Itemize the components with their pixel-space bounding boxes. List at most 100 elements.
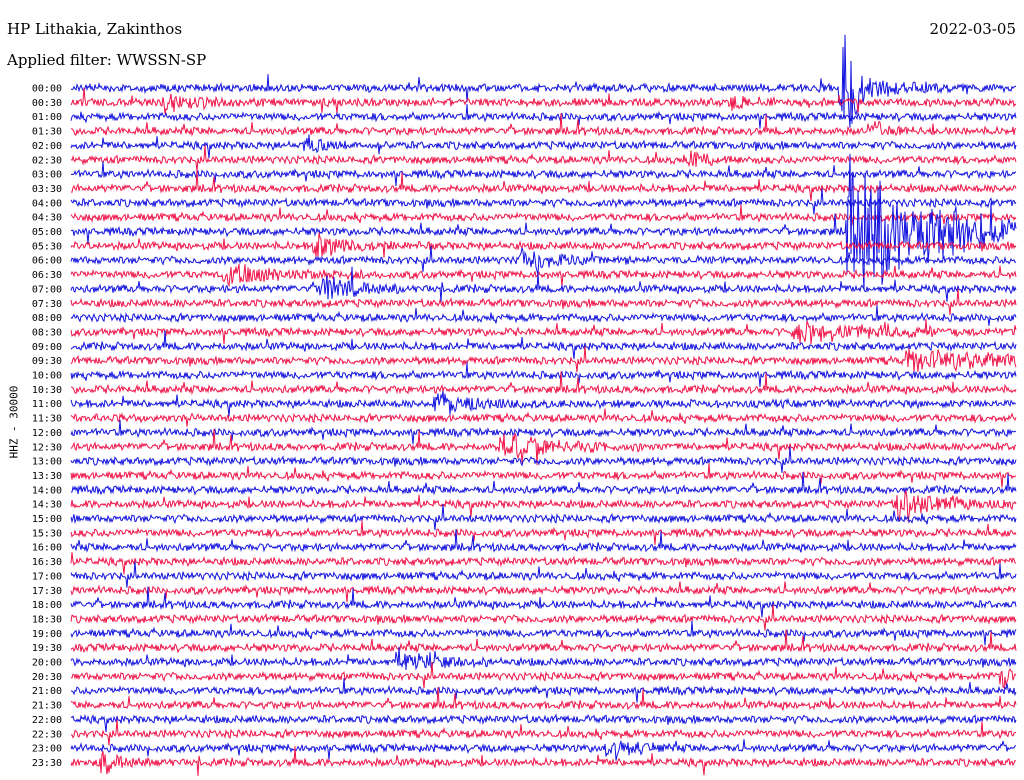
row-time-label: 02:00 — [32, 141, 62, 152]
trace-line — [70, 362, 1017, 387]
trace-line — [70, 408, 1017, 427]
row-time-label: 09:00 — [32, 342, 62, 353]
row-time-label: 21:30 — [32, 701, 62, 712]
trace-line — [71, 719, 1016, 746]
trace-line — [70, 419, 1017, 445]
row-time-label: 16:30 — [32, 557, 62, 568]
row-time-label: 03:30 — [32, 184, 62, 195]
trace-line — [70, 34, 1017, 128]
trace-line — [70, 746, 1017, 776]
trace-line — [70, 529, 1017, 553]
trace-line — [70, 552, 1017, 575]
row-time-label: 23:30 — [32, 758, 62, 769]
trace-line — [70, 134, 1017, 159]
trace-line — [70, 586, 1017, 618]
trace-line — [70, 687, 1017, 711]
row-time-label: 19:30 — [32, 643, 62, 654]
row-time-label: 05:00 — [32, 227, 62, 238]
trace-line — [70, 581, 1017, 603]
trace-line — [70, 153, 1017, 291]
trace-line — [70, 620, 1017, 646]
row-time-label: 03:00 — [32, 170, 62, 181]
trace-line — [70, 390, 1017, 417]
filter-label: Applied filter: WWSSN-SP — [7, 51, 207, 69]
row-time-label: 22:00 — [32, 715, 62, 726]
row-time-label: 21:00 — [32, 686, 62, 697]
row-time-label: 13:00 — [32, 457, 62, 468]
row-time-label: 02:30 — [32, 155, 62, 166]
row-time-label: 17:00 — [32, 571, 62, 582]
row-time-label: 17:30 — [32, 586, 62, 597]
date-label: 2022-03-05 — [929, 20, 1016, 38]
row-time-label: 08:30 — [32, 327, 62, 338]
trace-line — [70, 678, 1017, 703]
trace-line — [70, 504, 1017, 531]
station-title: HP Lithakia, Zakinthos — [7, 20, 183, 38]
trace-line — [70, 646, 1017, 671]
trace-line — [70, 446, 1017, 473]
trace-line — [70, 263, 1017, 288]
row-time-label: 11:30 — [32, 414, 62, 425]
row-time-label: 23:00 — [32, 744, 62, 755]
trace-line — [71, 113, 1017, 137]
trace-line — [70, 161, 1017, 187]
trace-lines — [70, 34, 1017, 776]
trace-line — [70, 661, 1017, 689]
row-time-label: 14:30 — [32, 500, 62, 511]
row-time-label: 18:00 — [32, 600, 62, 611]
row-time-label: 19:00 — [32, 629, 62, 640]
trace-line — [70, 330, 1017, 360]
row-time-label: 10:30 — [32, 385, 62, 396]
row-time-label: 06:00 — [32, 256, 62, 267]
trace-line — [70, 232, 1017, 258]
trace-line — [70, 462, 1017, 488]
row-time-label: 09:30 — [32, 356, 62, 367]
row-time-label: 07:30 — [32, 299, 62, 310]
row-time-label: 06:30 — [32, 270, 62, 281]
row-time-label: 00:00 — [32, 84, 62, 95]
row-time-label: 08:00 — [32, 313, 62, 324]
trace-line — [70, 87, 1017, 115]
trace-line — [70, 305, 1017, 326]
trace-line — [70, 629, 1017, 654]
trace-line — [70, 188, 1017, 215]
trace-line — [70, 104, 1017, 129]
time-labels: 00:00 00:30 01:00 01:30 02:00 02:30 03:00 03:30… — [32, 84, 62, 769]
row-time-label: 12:00 — [32, 428, 62, 439]
trace-line — [70, 471, 1017, 496]
row-time-label: 07:00 — [32, 284, 62, 295]
row-time-label: 20:30 — [32, 672, 62, 683]
trace-line — [70, 266, 1017, 303]
row-time-label: 15:30 — [32, 528, 62, 539]
trace-line — [70, 288, 1017, 315]
trace-line — [70, 346, 1017, 373]
trace-line — [70, 604, 1017, 631]
trace-line — [70, 713, 1017, 733]
row-time-label: 15:00 — [32, 514, 62, 525]
trace-line — [70, 245, 1016, 275]
row-time-label: 04:30 — [32, 213, 62, 224]
row-time-label: 04:00 — [32, 198, 62, 209]
row-time-label: 11:00 — [32, 399, 62, 410]
row-time-label: 18:30 — [32, 614, 62, 625]
row-time-label: 22:30 — [32, 729, 62, 740]
row-time-label: 13:30 — [32, 471, 62, 482]
trace-line — [70, 145, 1017, 172]
row-time-label: 12:30 — [32, 442, 62, 453]
row-time-label: 16:00 — [32, 543, 62, 554]
row-time-label: 20:00 — [32, 658, 62, 669]
row-time-label: 01:00 — [32, 112, 62, 123]
trace-line — [70, 490, 1017, 522]
trace-line — [70, 318, 1017, 345]
row-time-label: 10:00 — [32, 371, 62, 382]
trace-line — [70, 739, 1017, 761]
row-time-label: 00:30 — [32, 98, 62, 109]
trace-line — [70, 520, 1017, 545]
row-time-label: 05:30 — [32, 241, 62, 252]
row-time-label: 14:00 — [32, 485, 62, 496]
row-time-label: 01:30 — [32, 127, 62, 138]
trace-line — [70, 561, 1017, 588]
trace-line — [70, 428, 1017, 466]
trace-line — [71, 371, 1017, 395]
